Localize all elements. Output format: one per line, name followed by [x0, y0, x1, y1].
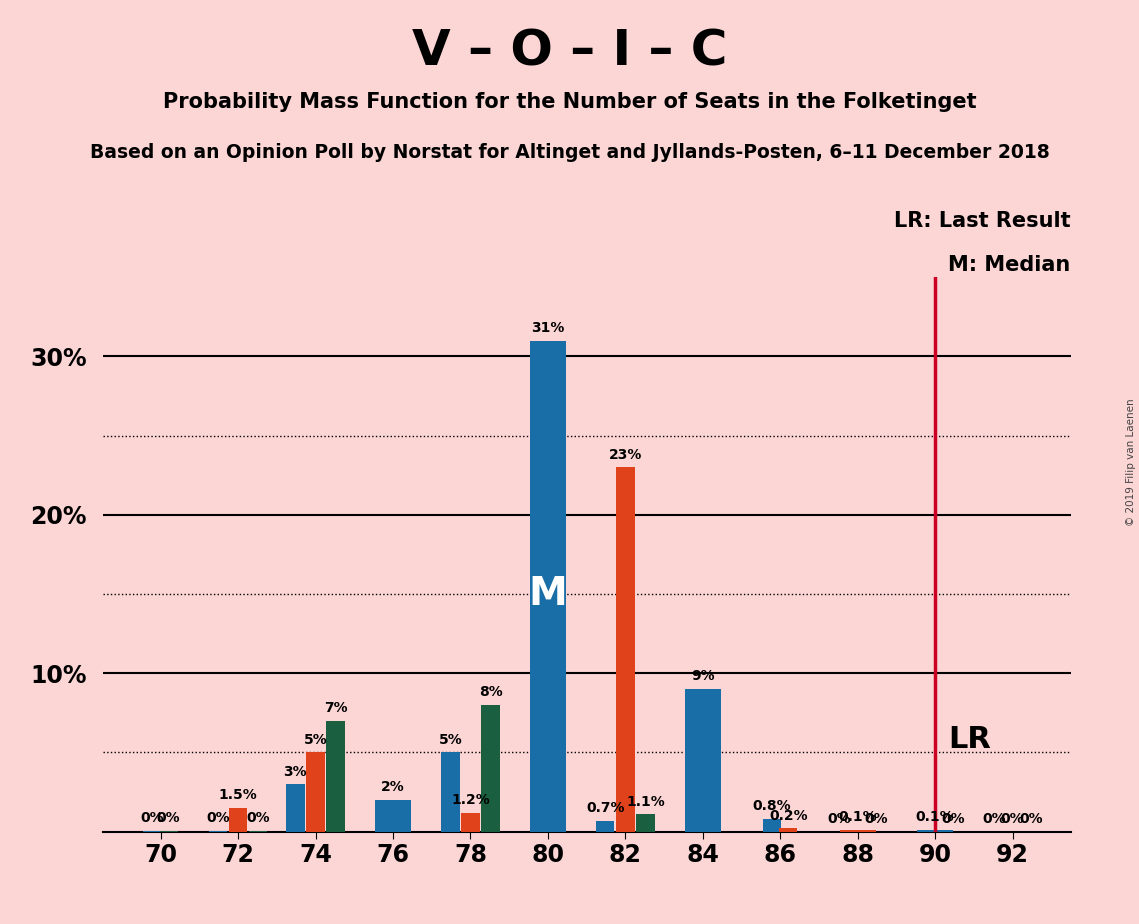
- Text: 0%: 0%: [206, 811, 230, 825]
- Text: 5%: 5%: [304, 733, 327, 747]
- Bar: [375, 800, 411, 832]
- Text: 0.8%: 0.8%: [753, 799, 792, 813]
- Text: 0%: 0%: [246, 811, 270, 825]
- Text: 0.1%: 0.1%: [838, 810, 877, 824]
- Text: V – O – I – C: V – O – I – C: [412, 28, 727, 76]
- Text: 0%: 0%: [828, 812, 851, 826]
- Text: LR: Last Result: LR: Last Result: [894, 211, 1071, 231]
- Bar: [763, 819, 781, 832]
- Text: 1.1%: 1.1%: [626, 795, 665, 808]
- Text: 0.7%: 0.7%: [585, 801, 624, 815]
- Text: 3%: 3%: [284, 764, 308, 779]
- Text: M: M: [528, 575, 567, 613]
- Text: 0%: 0%: [1001, 812, 1024, 826]
- Text: 0%: 0%: [141, 811, 164, 825]
- Text: Probability Mass Function for the Number of Seats in the Folketinget: Probability Mass Function for the Number…: [163, 92, 976, 113]
- Bar: [286, 784, 304, 832]
- Text: 8%: 8%: [478, 686, 502, 699]
- Text: 1.2%: 1.2%: [451, 793, 490, 807]
- Text: 0%: 0%: [1019, 812, 1042, 826]
- Text: 0%: 0%: [157, 811, 180, 825]
- Text: 0.1%: 0.1%: [916, 810, 954, 824]
- Text: 0.2%: 0.2%: [769, 808, 808, 823]
- Bar: [779, 829, 797, 832]
- Bar: [616, 468, 634, 832]
- Bar: [482, 705, 500, 832]
- Bar: [461, 812, 480, 832]
- Text: LR: LR: [949, 725, 992, 754]
- Text: 23%: 23%: [608, 448, 642, 462]
- Bar: [637, 814, 655, 832]
- Text: © 2019 Filip van Laenen: © 2019 Filip van Laenen: [1126, 398, 1136, 526]
- Text: 7%: 7%: [323, 701, 347, 715]
- Bar: [530, 341, 566, 832]
- Bar: [596, 821, 614, 832]
- Bar: [306, 752, 325, 832]
- Text: 0%: 0%: [865, 812, 887, 826]
- Bar: [685, 689, 721, 832]
- Text: 9%: 9%: [691, 670, 714, 684]
- Bar: [917, 830, 953, 832]
- Bar: [441, 752, 459, 832]
- Bar: [327, 721, 345, 832]
- Text: 0%: 0%: [942, 812, 965, 826]
- Text: 2%: 2%: [382, 781, 404, 795]
- Text: 5%: 5%: [439, 733, 462, 747]
- Text: 31%: 31%: [531, 321, 565, 335]
- Bar: [839, 830, 876, 832]
- Text: Based on an Opinion Poll by Norstat for Altinget and Jyllands-Posten, 6–11 Decem: Based on an Opinion Poll by Norstat for …: [90, 143, 1049, 163]
- Text: 0%: 0%: [983, 812, 1006, 826]
- Text: M: Median: M: Median: [949, 255, 1071, 275]
- Bar: [229, 808, 247, 832]
- Text: 1.5%: 1.5%: [219, 788, 257, 802]
